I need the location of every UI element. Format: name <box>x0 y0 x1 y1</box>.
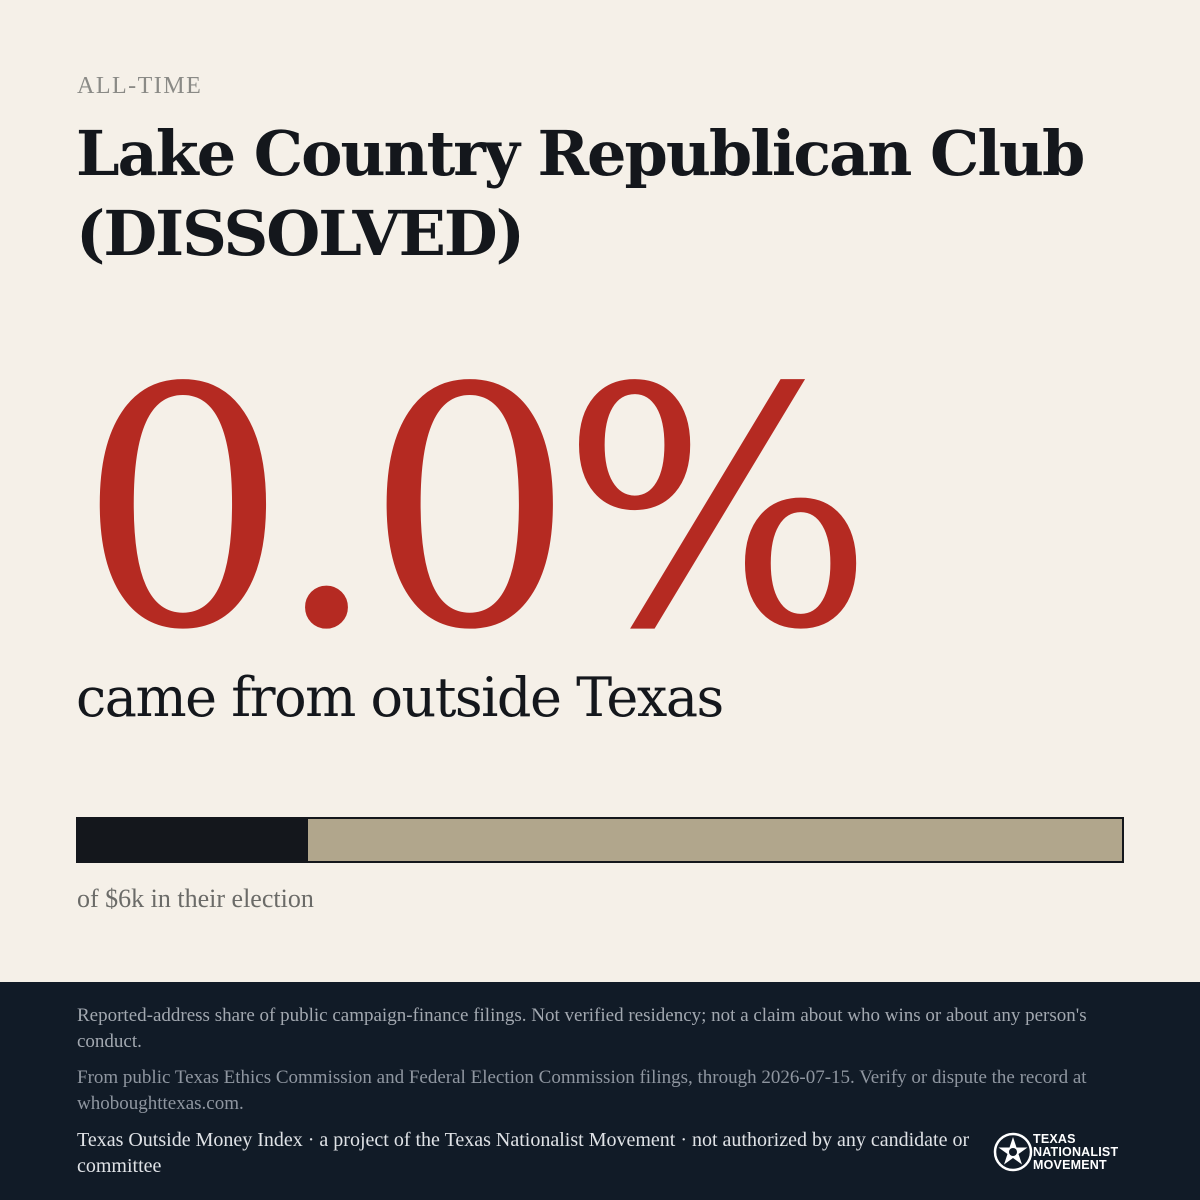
star-seal-icon <box>993 1132 1033 1172</box>
total-raised-caption: of $6k in their election <box>77 884 314 913</box>
tnm-logo: TEXAS NATIONALIST MOVEMENT <box>993 1131 1123 1175</box>
committee-title: Lake Country Republican Club (DISSOLVED) <box>76 117 1085 270</box>
disclaimer-text: Reported-address share of public campaig… <box>77 1005 1087 1052</box>
logo-wordmark: TEXAS NATIONALIST MOVEMENT <box>1033 1132 1119 1172</box>
share-progress-fill <box>78 819 308 861</box>
credit-text: Texas Outside Money Index · a project of… <box>77 1129 970 1177</box>
source-text: From public Texas Ethics Commission and … <box>77 1067 1087 1114</box>
outside-share-caption: came from outside Texas <box>76 666 724 729</box>
outside-share-percent: 0.0% <box>78 318 874 702</box>
share-progress-bar <box>76 817 1124 863</box>
period-label: ALL-TIME <box>77 73 203 99</box>
